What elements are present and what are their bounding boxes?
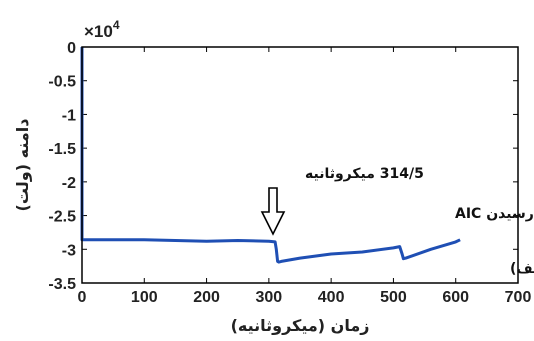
down-arrow-icon <box>260 187 286 236</box>
arrival-time-label: 314/5 میکروثانیه <box>305 166 424 182</box>
x-tick-label: 200 <box>193 289 220 306</box>
series-layer <box>80 47 461 264</box>
y-multiplier-label: ×104 <box>84 18 120 41</box>
y-tick-label: -1.5 <box>48 141 76 158</box>
signal-line <box>80 47 461 264</box>
y-tick-label: -2 <box>62 175 76 192</box>
panel-label: (الف) <box>510 261 534 277</box>
y-tick-label: -0.5 <box>48 74 76 91</box>
x-tick-label: 100 <box>131 289 158 306</box>
x-tick-label: 400 <box>318 289 345 306</box>
x-tick-label: 600 <box>442 289 469 306</box>
y-tick-label: -1 <box>62 107 76 124</box>
aic-label: اولین زمان رسیدن AIC <box>455 206 534 222</box>
plot-background <box>82 47 518 283</box>
y-tick-label: -2.5 <box>48 209 76 226</box>
y-tick-label: 0 <box>67 40 76 57</box>
x-tick-label: 300 <box>256 289 283 306</box>
plot-frame <box>81 46 519 284</box>
ticks-layer: 0 100 200 300 400 500 600 700 0 -0.5 -1 -1.5 -2 -2.5 -… <box>48 40 531 306</box>
y-tick-label: -3 <box>62 242 76 259</box>
x-tick-label: 500 <box>380 289 407 306</box>
y-tick-label: -3.5 <box>48 276 76 293</box>
x-axis-title: زمان (میکروثانیه) <box>231 316 370 335</box>
y-axis-title: دامنه (ولت) <box>13 119 32 212</box>
x-tick-label: 0 <box>78 289 87 306</box>
x-tick-label: 700 <box>505 289 532 306</box>
